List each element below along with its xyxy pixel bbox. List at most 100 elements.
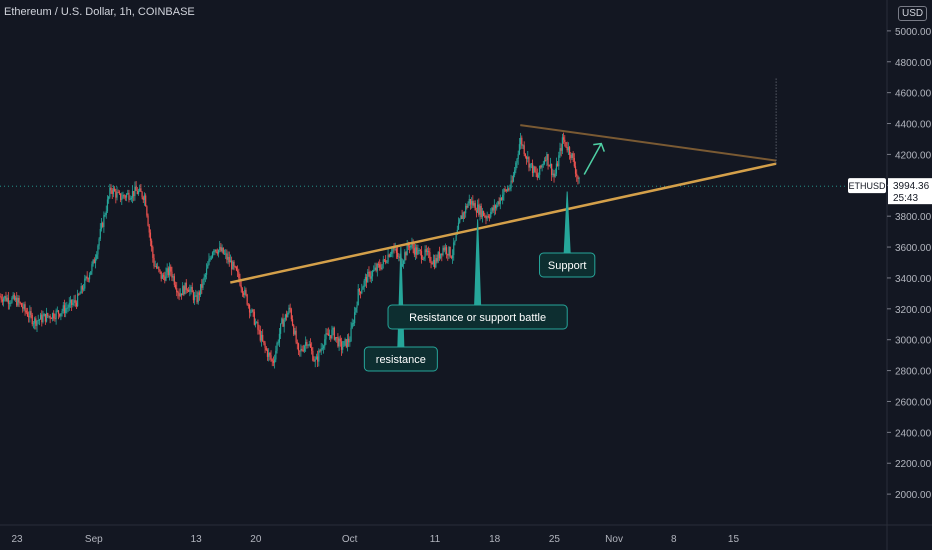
- candle-body: [505, 189, 507, 192]
- candle-body: [481, 211, 483, 218]
- candle-body: [492, 207, 494, 211]
- candle-body: [540, 165, 542, 168]
- candle-body: [96, 254, 98, 259]
- candle-body: [399, 256, 401, 259]
- candle-body: [572, 153, 574, 159]
- candle-body: [536, 173, 538, 178]
- currency-button[interactable]: USD: [898, 6, 928, 21]
- y-tick-label: 4800.00: [895, 58, 932, 69]
- candle-body: [311, 347, 313, 351]
- x-tick-label: 15: [728, 534, 740, 545]
- candle-body: [552, 173, 554, 176]
- candle-body: [364, 277, 366, 281]
- price-axis[interactable]: 2000.00 2200.00 2400.00 2600.00 2800.00 3000.…: [887, 27, 932, 501]
- candle-body: [376, 263, 378, 271]
- candle-body: [331, 329, 333, 339]
- candle-body: [577, 175, 579, 179]
- candle-body: [19, 302, 21, 304]
- candle-body: [520, 137, 522, 145]
- candle-body: [235, 266, 238, 271]
- candle-body: [266, 350, 269, 357]
- candle-body: [389, 253, 392, 257]
- candle-body: [502, 194, 504, 201]
- candle-body: [54, 318, 56, 320]
- rising-support-trendline[interactable]: [230, 162, 777, 284]
- candle-body: [405, 252, 407, 256]
- up-arrow[interactable]: [583, 143, 602, 175]
- candle-body: [253, 311, 255, 325]
- callout-box[interactable]: [539, 252, 596, 278]
- candle-body: [159, 269, 161, 272]
- candle-body: [117, 192, 119, 194]
- candle-body: [188, 289, 190, 292]
- candle-body: [474, 203, 476, 211]
- candle-body: [295, 330, 297, 343]
- candle-body: [198, 292, 201, 296]
- candle-body: [122, 195, 124, 199]
- candle-body: [87, 278, 89, 280]
- candle-body: [148, 225, 150, 233]
- candle-body: [259, 330, 261, 341]
- candle-body: [99, 228, 101, 239]
- candle-body: [213, 250, 215, 253]
- callout-box[interactable]: [387, 304, 568, 330]
- candle-body: [171, 271, 173, 278]
- candle-body: [263, 340, 265, 344]
- candle-body: [17, 297, 19, 306]
- candle-body: [508, 188, 510, 190]
- candle-body: [574, 166, 577, 174]
- candle-body: [271, 359, 273, 361]
- candle-body: [402, 260, 405, 265]
- candle-body: [363, 280, 365, 287]
- candle-body: [299, 350, 301, 352]
- time-axis[interactable]: 23 Sep 13 20 Oct 11 18 25 Nov 8 15: [11, 534, 739, 545]
- trendlines[interactable]: [230, 77, 777, 284]
- candle-body: [74, 300, 76, 303]
- callout-text-support: Support: [548, 260, 587, 272]
- candle-body: [524, 154, 526, 157]
- candle-body: [131, 191, 134, 198]
- candle-body: [535, 171, 537, 174]
- candle-body: [554, 173, 556, 177]
- candle-body: [386, 262, 388, 263]
- candle-body: [542, 163, 544, 165]
- candle-body: [145, 195, 147, 207]
- candle-body: [283, 319, 285, 327]
- candle-body: [284, 314, 286, 320]
- candle-body: [441, 253, 443, 256]
- candle-body: [437, 252, 439, 262]
- candle-body: [395, 248, 398, 253]
- candle-body: [94, 258, 97, 264]
- candle-body: [136, 190, 138, 194]
- candle-body: [485, 216, 487, 219]
- candle-body: [539, 165, 541, 175]
- descending-resistance-trendline[interactable]: [520, 124, 777, 162]
- candle-body: [151, 240, 153, 248]
- callout-box[interactable]: [363, 346, 438, 372]
- candle-body: [228, 256, 230, 263]
- candle-body: [301, 348, 303, 351]
- candle-body: [0, 296, 2, 300]
- candle-body: [557, 163, 559, 167]
- candle-body: [425, 249, 427, 253]
- candle-body: [88, 274, 91, 280]
- candle-body: [11, 297, 13, 303]
- candle-body: [393, 247, 395, 250]
- candle-body: [511, 180, 513, 182]
- candle-body: [516, 158, 518, 163]
- candle-body: [438, 252, 441, 259]
- candle-body: [276, 343, 278, 351]
- candle-body: [291, 319, 294, 326]
- candle-body: [164, 276, 166, 281]
- candle-body: [324, 339, 326, 347]
- candle-body: [12, 294, 14, 298]
- callout-text-resistance: resistance: [376, 354, 426, 366]
- candle-body: [140, 188, 142, 192]
- annotations[interactable]: resistance Resistance or support battle Su…: [363, 191, 596, 372]
- candle-body: [153, 257, 155, 267]
- candle-body: [469, 199, 472, 205]
- candle-body: [176, 288, 178, 293]
- candle-body: [383, 259, 386, 261]
